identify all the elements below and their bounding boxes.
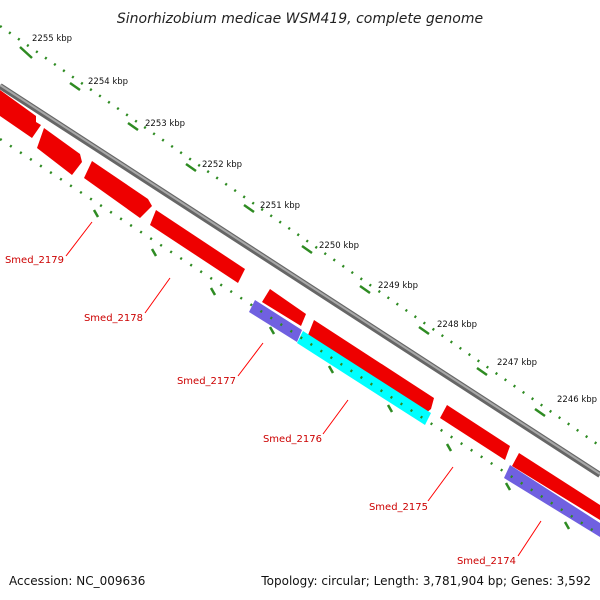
gene-bar-smed-2174[interactable]	[504, 465, 600, 537]
gene-label-smed-2177[interactable]: Smed_2177	[177, 376, 236, 387]
tick-label-2247: 2247 kbp	[497, 358, 537, 368]
map-title: Sinorhizobium medicae WSM419, complete g…	[117, 11, 483, 27]
outer-tick-ring	[0, 24, 600, 448]
gene-labels: Smed_2179 Smed_2178 Smed_2177 Smed_2176 …	[5, 255, 516, 567]
gene-label-smed-2178[interactable]: Smed_2178	[84, 313, 143, 324]
gene-label-smed-2176[interactable]: Smed_2176	[263, 434, 322, 445]
tick-label-2251: 2251 kbp	[260, 201, 300, 211]
gene-arrow-smed-2175b[interactable]	[308, 320, 434, 413]
gene-arrow-smed-2178[interactable]	[150, 210, 245, 283]
reverse-strand-track	[0, 90, 600, 520]
gene-label-smed-2179[interactable]: Smed_2179	[5, 255, 64, 266]
gene-bar-smed-2177[interactable]	[249, 300, 302, 342]
gene-arrow-smed-2175a[interactable]	[262, 289, 306, 326]
inner-tick-ring	[0, 137, 600, 537]
gene-arrow-smed-2179[interactable]	[0, 90, 41, 138]
tick-label-2248: 2248 kbp	[437, 320, 477, 330]
gene-label-lines	[65, 221, 542, 557]
tick-label-2253: 2253 kbp	[145, 119, 185, 129]
gene-bar-smed-2176[interactable]	[297, 331, 431, 425]
gene-arrow-smed-2178a[interactable]	[84, 161, 152, 218]
tick-label-2255: 2255 kbp	[32, 34, 72, 44]
gene-arrow-smed-2174a[interactable]	[512, 453, 600, 520]
inner-track	[249, 300, 600, 537]
tick-label-2246: 2246 kbp	[557, 395, 597, 405]
tick-label-2254: 2254 kbp	[88, 77, 128, 87]
genome-summary-text: Topology: circular; Length: 3,781,904 bp…	[261, 574, 591, 588]
tick-label-2250: 2250 kbp	[319, 241, 359, 251]
tick-label-2249: 2249 kbp	[378, 281, 418, 291]
gene-arrow-smed-2179b[interactable]	[37, 128, 82, 175]
tick-label-2252: 2252 kbp	[202, 160, 242, 170]
genome-backbone	[0, 83, 600, 478]
accession-text: Accession: NC_009636	[9, 574, 146, 588]
tick-labels: 2255 kbp 2254 kbp 2253 kbp 2252 kbp 2251…	[32, 34, 597, 405]
gene-label-smed-2174[interactable]: Smed_2174	[457, 556, 516, 567]
gene-label-smed-2175[interactable]: Smed_2175	[369, 502, 428, 513]
gene-arrow-smed-2175[interactable]	[440, 405, 510, 460]
